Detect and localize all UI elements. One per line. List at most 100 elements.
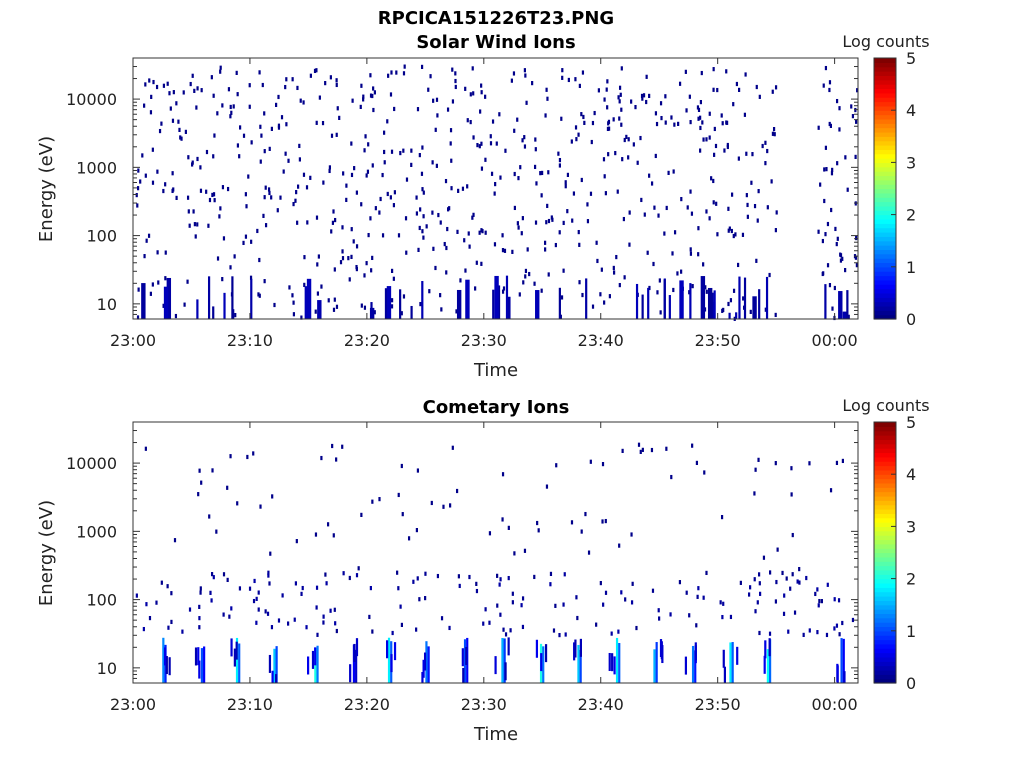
cometary-data-point bbox=[300, 591, 303, 596]
solar-wind-data-point bbox=[457, 188, 460, 193]
cometary-data-point bbox=[552, 628, 556, 633]
cometary-data-point bbox=[758, 581, 761, 586]
colorbar-segment bbox=[874, 192, 896, 198]
cometary-streak-faint bbox=[268, 654, 272, 673]
cometary-streak-faint bbox=[723, 666, 726, 683]
solar-wind-data-point bbox=[545, 220, 548, 225]
solar-wind-data-point bbox=[335, 132, 338, 137]
solar-wind-data-point bbox=[600, 267, 603, 272]
solar-wind-data-point bbox=[534, 220, 538, 225]
solar-wind-data-point bbox=[705, 289, 708, 294]
colorbar-segment bbox=[874, 223, 896, 229]
solar-wind-streak bbox=[765, 276, 769, 319]
cometary-data-point bbox=[267, 573, 270, 578]
solar-wind-data-point bbox=[673, 122, 676, 127]
cometary-data-point bbox=[695, 623, 698, 628]
colorbar-frame bbox=[873, 57, 897, 320]
cometary-data-point bbox=[657, 608, 660, 613]
colorbar-segment bbox=[874, 66, 896, 72]
cometary-streak-faint bbox=[722, 649, 725, 668]
solar-wind-data-point bbox=[467, 231, 470, 236]
cometary-data-point bbox=[776, 547, 779, 552]
solar-wind-data-point bbox=[499, 175, 502, 180]
solar-wind-data-point bbox=[145, 238, 148, 243]
cometary-data-point bbox=[371, 629, 374, 634]
solar-wind-data-point bbox=[648, 285, 651, 291]
solar-wind-data-point bbox=[183, 302, 186, 307]
colorbar-segment bbox=[874, 609, 896, 614]
solar-wind-data-point bbox=[749, 309, 752, 314]
solar-wind-data-point bbox=[162, 303, 165, 308]
solar-wind-data-point bbox=[829, 123, 832, 128]
solar-wind-data-point bbox=[362, 97, 365, 102]
colorbar-tick-label: 1 bbox=[906, 258, 916, 277]
solar-wind-data-point bbox=[446, 107, 450, 112]
cometary-data-point bbox=[198, 468, 201, 473]
solar-wind-data-point bbox=[235, 70, 238, 75]
solar-wind-data-point bbox=[856, 88, 859, 93]
solar-wind-data-point bbox=[177, 119, 180, 124]
solar-wind-data-point bbox=[449, 141, 452, 146]
solar-wind-data-point bbox=[708, 216, 711, 221]
cometary-data-point bbox=[488, 531, 492, 536]
solar-wind-data-point bbox=[273, 302, 276, 308]
x-tick-label: 23:40 bbox=[578, 331, 624, 350]
colorbar-segment bbox=[874, 158, 896, 163]
solar-wind-data-point bbox=[531, 81, 534, 86]
cometary-data-point bbox=[791, 532, 794, 538]
cometary-streak bbox=[768, 639, 772, 683]
cometary-data-point bbox=[501, 472, 505, 477]
cometary-data-point bbox=[436, 573, 440, 579]
solar-wind-streak bbox=[212, 306, 215, 319]
solar-wind-data-point bbox=[353, 166, 356, 171]
solar-wind-data-point bbox=[725, 120, 729, 125]
solar-wind-data-point bbox=[831, 167, 834, 173]
solar-wind-data-point bbox=[523, 68, 526, 73]
cometary-data-point bbox=[197, 492, 200, 497]
y-tick-label: 10 bbox=[97, 295, 117, 314]
solar-wind-data-point bbox=[846, 187, 849, 192]
solar-wind-data-point bbox=[373, 310, 376, 315]
solar-wind-data-point bbox=[823, 198, 826, 204]
solar-wind-data-point bbox=[207, 223, 210, 228]
solar-wind-data-point bbox=[606, 79, 609, 84]
solar-wind-data-point bbox=[264, 223, 268, 228]
solar-wind-data-point bbox=[285, 77, 288, 82]
cometary-streak-faint bbox=[390, 654, 393, 673]
solar-wind-data-point bbox=[360, 303, 363, 308]
colorbar-segment bbox=[874, 171, 896, 177]
cometary-data-point bbox=[793, 610, 797, 615]
solar-wind-streak bbox=[399, 289, 402, 319]
panel-title-cometary: Cometary Ions bbox=[423, 397, 570, 418]
solar-wind-data-point bbox=[520, 231, 523, 236]
cometary-data-point bbox=[630, 600, 634, 605]
cometary-streak-faint bbox=[660, 641, 663, 660]
solar-wind-data-point bbox=[258, 293, 261, 298]
cometary-data-point bbox=[537, 528, 540, 533]
solar-wind-data-point bbox=[363, 305, 367, 310]
solar-wind-data-point bbox=[365, 261, 368, 266]
solar-wind-data-point bbox=[420, 64, 424, 70]
solar-wind-data-point bbox=[219, 206, 222, 211]
solar-wind-data-point bbox=[689, 189, 692, 194]
colorbar-segment bbox=[874, 92, 896, 98]
solar-wind-data-point bbox=[222, 236, 226, 241]
solar-wind-data-point bbox=[704, 285, 707, 290]
solar-wind-data-point bbox=[544, 113, 547, 118]
solar-wind-data-point bbox=[535, 181, 538, 186]
solar-wind-data-point bbox=[336, 106, 339, 111]
solar-wind-data-point bbox=[697, 107, 701, 113]
cometary-data-point bbox=[816, 587, 819, 592]
solar-wind-data-point bbox=[435, 163, 438, 168]
solar-wind-data-point bbox=[284, 84, 287, 90]
colorbar-segment bbox=[874, 297, 896, 303]
solar-wind-data-point bbox=[157, 280, 160, 285]
x-tick-label: 00:00 bbox=[812, 331, 858, 350]
solar-wind-data-point bbox=[390, 149, 394, 154]
solar-wind-data-point bbox=[727, 301, 730, 307]
solar-wind-data-point bbox=[279, 195, 282, 200]
colorbar-segment bbox=[874, 604, 896, 610]
cometary-data-point bbox=[295, 539, 298, 544]
solar-wind-data-point bbox=[566, 172, 570, 178]
